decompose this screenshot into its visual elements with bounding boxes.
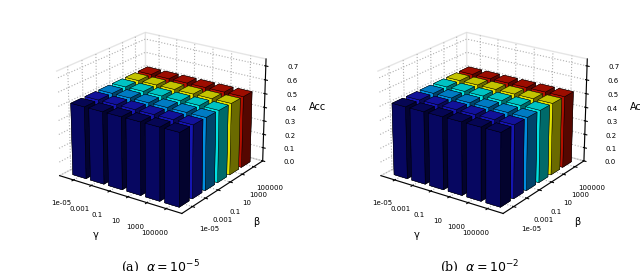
- X-axis label: γ: γ: [93, 230, 99, 240]
- Text: (b)  $\alpha = 10^{-2}$: (b) $\alpha = 10^{-2}$: [440, 258, 520, 271]
- X-axis label: γ: γ: [413, 230, 420, 240]
- Text: (a)  $\alpha = 10^{-5}$: (a) $\alpha = 10^{-5}$: [120, 258, 200, 271]
- Y-axis label: β: β: [574, 217, 580, 227]
- Y-axis label: β: β: [253, 217, 259, 227]
